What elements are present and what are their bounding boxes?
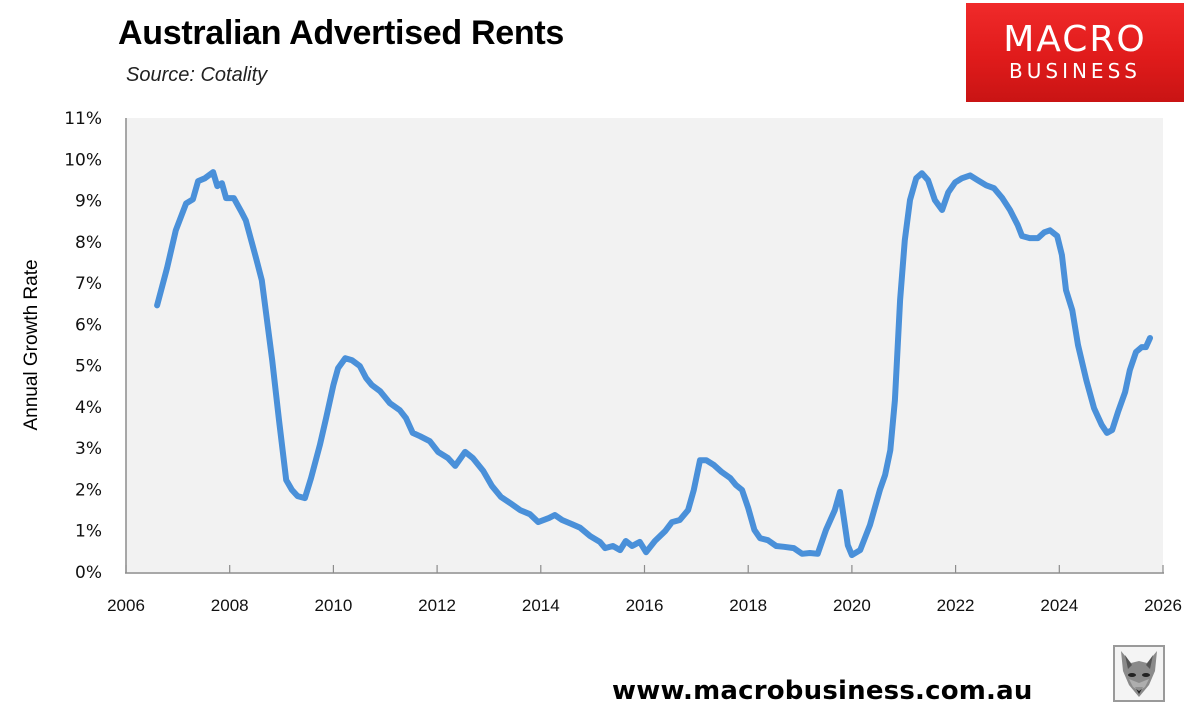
logo-line-2: BUSINESS [1009,59,1141,83]
y-tick-label: 5% [75,357,102,377]
x-tick-label: 2014 [522,596,560,615]
x-tick-label: 2008 [211,596,249,615]
y-tick-label: 7% [75,274,102,294]
plot-area [126,118,1163,572]
x-axis: 2006 2008 2010 2012 2014 2016 2018 2020 2022 2024… [107,565,1182,615]
x-tick-label: 2026 [1144,596,1182,615]
x-tick-label: 2010 [314,596,352,615]
y-tick-label: 9% [75,192,102,212]
series-line-annual-growth-rate [154,169,1153,559]
y-tick-label: 1% [75,522,102,542]
chart-title: Australian Advertised Rents [118,14,564,52]
y-tick-label: 3% [75,439,102,459]
chart-subtitle: Source: Cotality [126,64,268,86]
y-tick-label: 10% [64,150,102,170]
y-tick-label: 2% [75,480,102,500]
x-tick-label: 2022 [937,596,975,615]
x-tick-label: 2020 [833,596,871,615]
macrobusiness-logo: MACRO BUSINESS [966,3,1184,102]
y-tick-label: 8% [75,233,102,253]
x-tick-label: 2006 [107,596,145,615]
y-tick-label: 4% [75,398,102,418]
footer-website-url: www.macrobusiness.com.au [612,676,1033,706]
x-tick-label: 2012 [418,596,456,615]
x-tick-label: 2024 [1040,596,1078,615]
y-tick-label: 0% [75,563,102,583]
y-axis: 0% 1% 2% 3% 4% 5% 6% 7% 8% 9% 10% 11% [64,109,102,583]
x-tick-label: 2016 [626,596,664,615]
y-tick-label: 6% [75,315,102,335]
logo-line-1: MACRO [1003,19,1147,60]
x-tick-label: 2018 [729,596,767,615]
fox-icon [1113,645,1165,702]
y-tick-label: 11% [64,109,102,129]
